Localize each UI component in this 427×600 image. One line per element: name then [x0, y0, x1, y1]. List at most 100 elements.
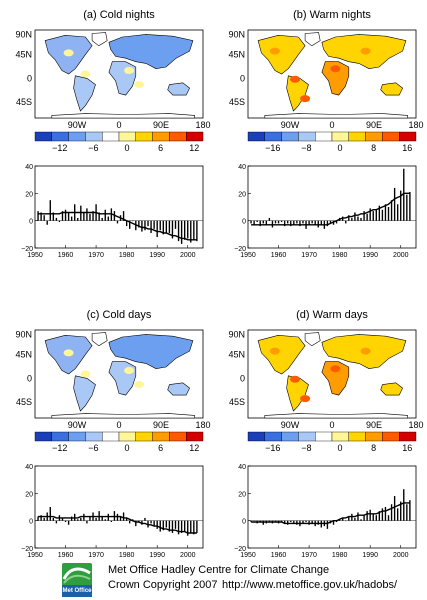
- colorbar-swatch: [366, 432, 383, 441]
- map-lat-label: 45N: [228, 50, 245, 60]
- bar-1992: [376, 515, 377, 520]
- x-tick-label: 1950: [27, 252, 43, 259]
- map-lat-label: 45S: [229, 97, 245, 107]
- x-tick-label: 2000: [393, 552, 409, 559]
- panel-title: (c) Cold days: [87, 309, 152, 321]
- x-tick-label: 1960: [58, 252, 74, 259]
- map-lon-label: 90E: [153, 420, 169, 430]
- bar-1997: [178, 221, 179, 242]
- x-tick-label: 2000: [180, 552, 196, 559]
- colorbar-swatch: [153, 132, 170, 141]
- colorbar-swatch: [399, 132, 416, 141]
- bar-1967: [86, 521, 87, 524]
- bar-1986: [357, 217, 358, 221]
- map-anomaly-patch: [124, 67, 134, 74]
- colorbar-swatch: [153, 432, 170, 441]
- figure-canvas: (a) Cold nights 90N 45N 0 45S 90W 0 90E 180 −12 −6…: [0, 0, 427, 560]
- bar-1953: [43, 215, 44, 220]
- bar-1963: [287, 221, 288, 224]
- bar-1969: [305, 521, 306, 522]
- y-tick-label: 0: [29, 519, 33, 526]
- colorbar-tick-label: −8: [301, 143, 311, 153]
- y-tick-label: 20: [25, 191, 33, 198]
- bar-1971: [311, 221, 312, 224]
- colorbar-swatch: [136, 432, 153, 441]
- bar-1967: [86, 208, 87, 220]
- panel-title: (d) Warm days: [296, 309, 368, 321]
- colorbar-tick-label: 12: [189, 443, 199, 453]
- map-lon-label: 90E: [366, 120, 382, 130]
- bar-2002: [406, 195, 407, 221]
- colorbar-swatch: [248, 432, 265, 441]
- bar-2001: [190, 521, 191, 533]
- colorbar-swatch: [119, 132, 136, 141]
- bar-1973: [318, 221, 319, 228]
- colorbar-swatch: [35, 132, 52, 141]
- y-tick-label: 0: [29, 219, 33, 226]
- map-anomaly-patch: [300, 395, 310, 402]
- map-anomaly-patch: [270, 348, 280, 355]
- bar-1997: [391, 504, 392, 520]
- bar-1951: [250, 221, 251, 224]
- bar-1998: [181, 221, 182, 244]
- map-lat-label: 45N: [15, 50, 32, 60]
- bar-2002: [193, 221, 194, 240]
- bar-1954: [47, 221, 48, 225]
- bar-1953: [256, 221, 257, 222]
- x-tick-label: 1980: [332, 252, 348, 259]
- bar-1957: [56, 521, 57, 524]
- map-lat-label: 0: [27, 73, 32, 83]
- map-lat-label: 0: [240, 73, 245, 83]
- colorbar-swatch: [332, 432, 349, 441]
- colorbar-swatch: [382, 132, 399, 141]
- bar-1953: [43, 518, 44, 521]
- colorbar: −12 −6 0 6 12: [35, 432, 203, 453]
- colorbar-swatch: [315, 432, 332, 441]
- world-map: 90N 45N 0 45S 90W 0 90E 180: [228, 329, 423, 430]
- continent-antarctica: [265, 414, 408, 418]
- map-lat-label: 90N: [228, 29, 245, 39]
- footer-copyright: Crown Copyright 2007: [108, 579, 217, 591]
- x-tick-label: 1970: [301, 252, 317, 259]
- bar-1987: [360, 519, 361, 520]
- map-anomaly-patch: [64, 49, 74, 56]
- x-tick-label: 2000: [393, 252, 409, 259]
- bar-1964: [77, 218, 78, 221]
- y-tick-label: 40: [25, 464, 33, 471]
- bar-1990: [156, 221, 157, 237]
- bar-1975: [111, 521, 112, 522]
- colorbar-tick-label: 0: [124, 443, 129, 453]
- bar-1981: [129, 521, 130, 524]
- x-tick-label: 1990: [149, 252, 165, 259]
- bar-2003: [196, 221, 197, 242]
- bar-1991: [373, 514, 374, 521]
- bar-2003: [409, 192, 410, 221]
- footer-url: http://www.metoffice.gov.uk/hadobs/: [222, 579, 397, 591]
- time-series-plot: −20 0 20 40 1950 1960 1970 1980 1990 2000: [21, 464, 203, 559]
- bar-1996: [388, 207, 389, 221]
- map-lon-label: 180: [408, 120, 423, 130]
- bar-1982: [345, 521, 346, 522]
- map-lat-label: 45S: [16, 97, 32, 107]
- bar-1966: [296, 221, 297, 224]
- map-lat-label: 90N: [15, 329, 32, 339]
- map-lat-label: 45N: [228, 350, 245, 360]
- bar-1996: [388, 515, 389, 520]
- colorbar-tick-label: 8: [371, 443, 376, 453]
- colorbar-swatch: [136, 132, 153, 141]
- bar-1951: [37, 211, 38, 221]
- bar-1994: [169, 221, 170, 233]
- colorbar-swatch: [298, 132, 315, 141]
- bar-1990: [156, 521, 157, 529]
- bar-1964: [290, 521, 291, 522]
- map-lon-label: 90W: [68, 420, 87, 430]
- x-tick-label: 1950: [27, 552, 43, 559]
- colorbar-tick-label: 0: [124, 143, 129, 153]
- bar-1988: [363, 211, 364, 221]
- bar-1991: [160, 221, 161, 231]
- bar-1962: [71, 217, 72, 221]
- map-lon-label: 180: [408, 420, 423, 430]
- map-lon-label: 180: [195, 420, 210, 430]
- bar-1995: [172, 521, 173, 533]
- x-tick-label: 1960: [271, 552, 287, 559]
